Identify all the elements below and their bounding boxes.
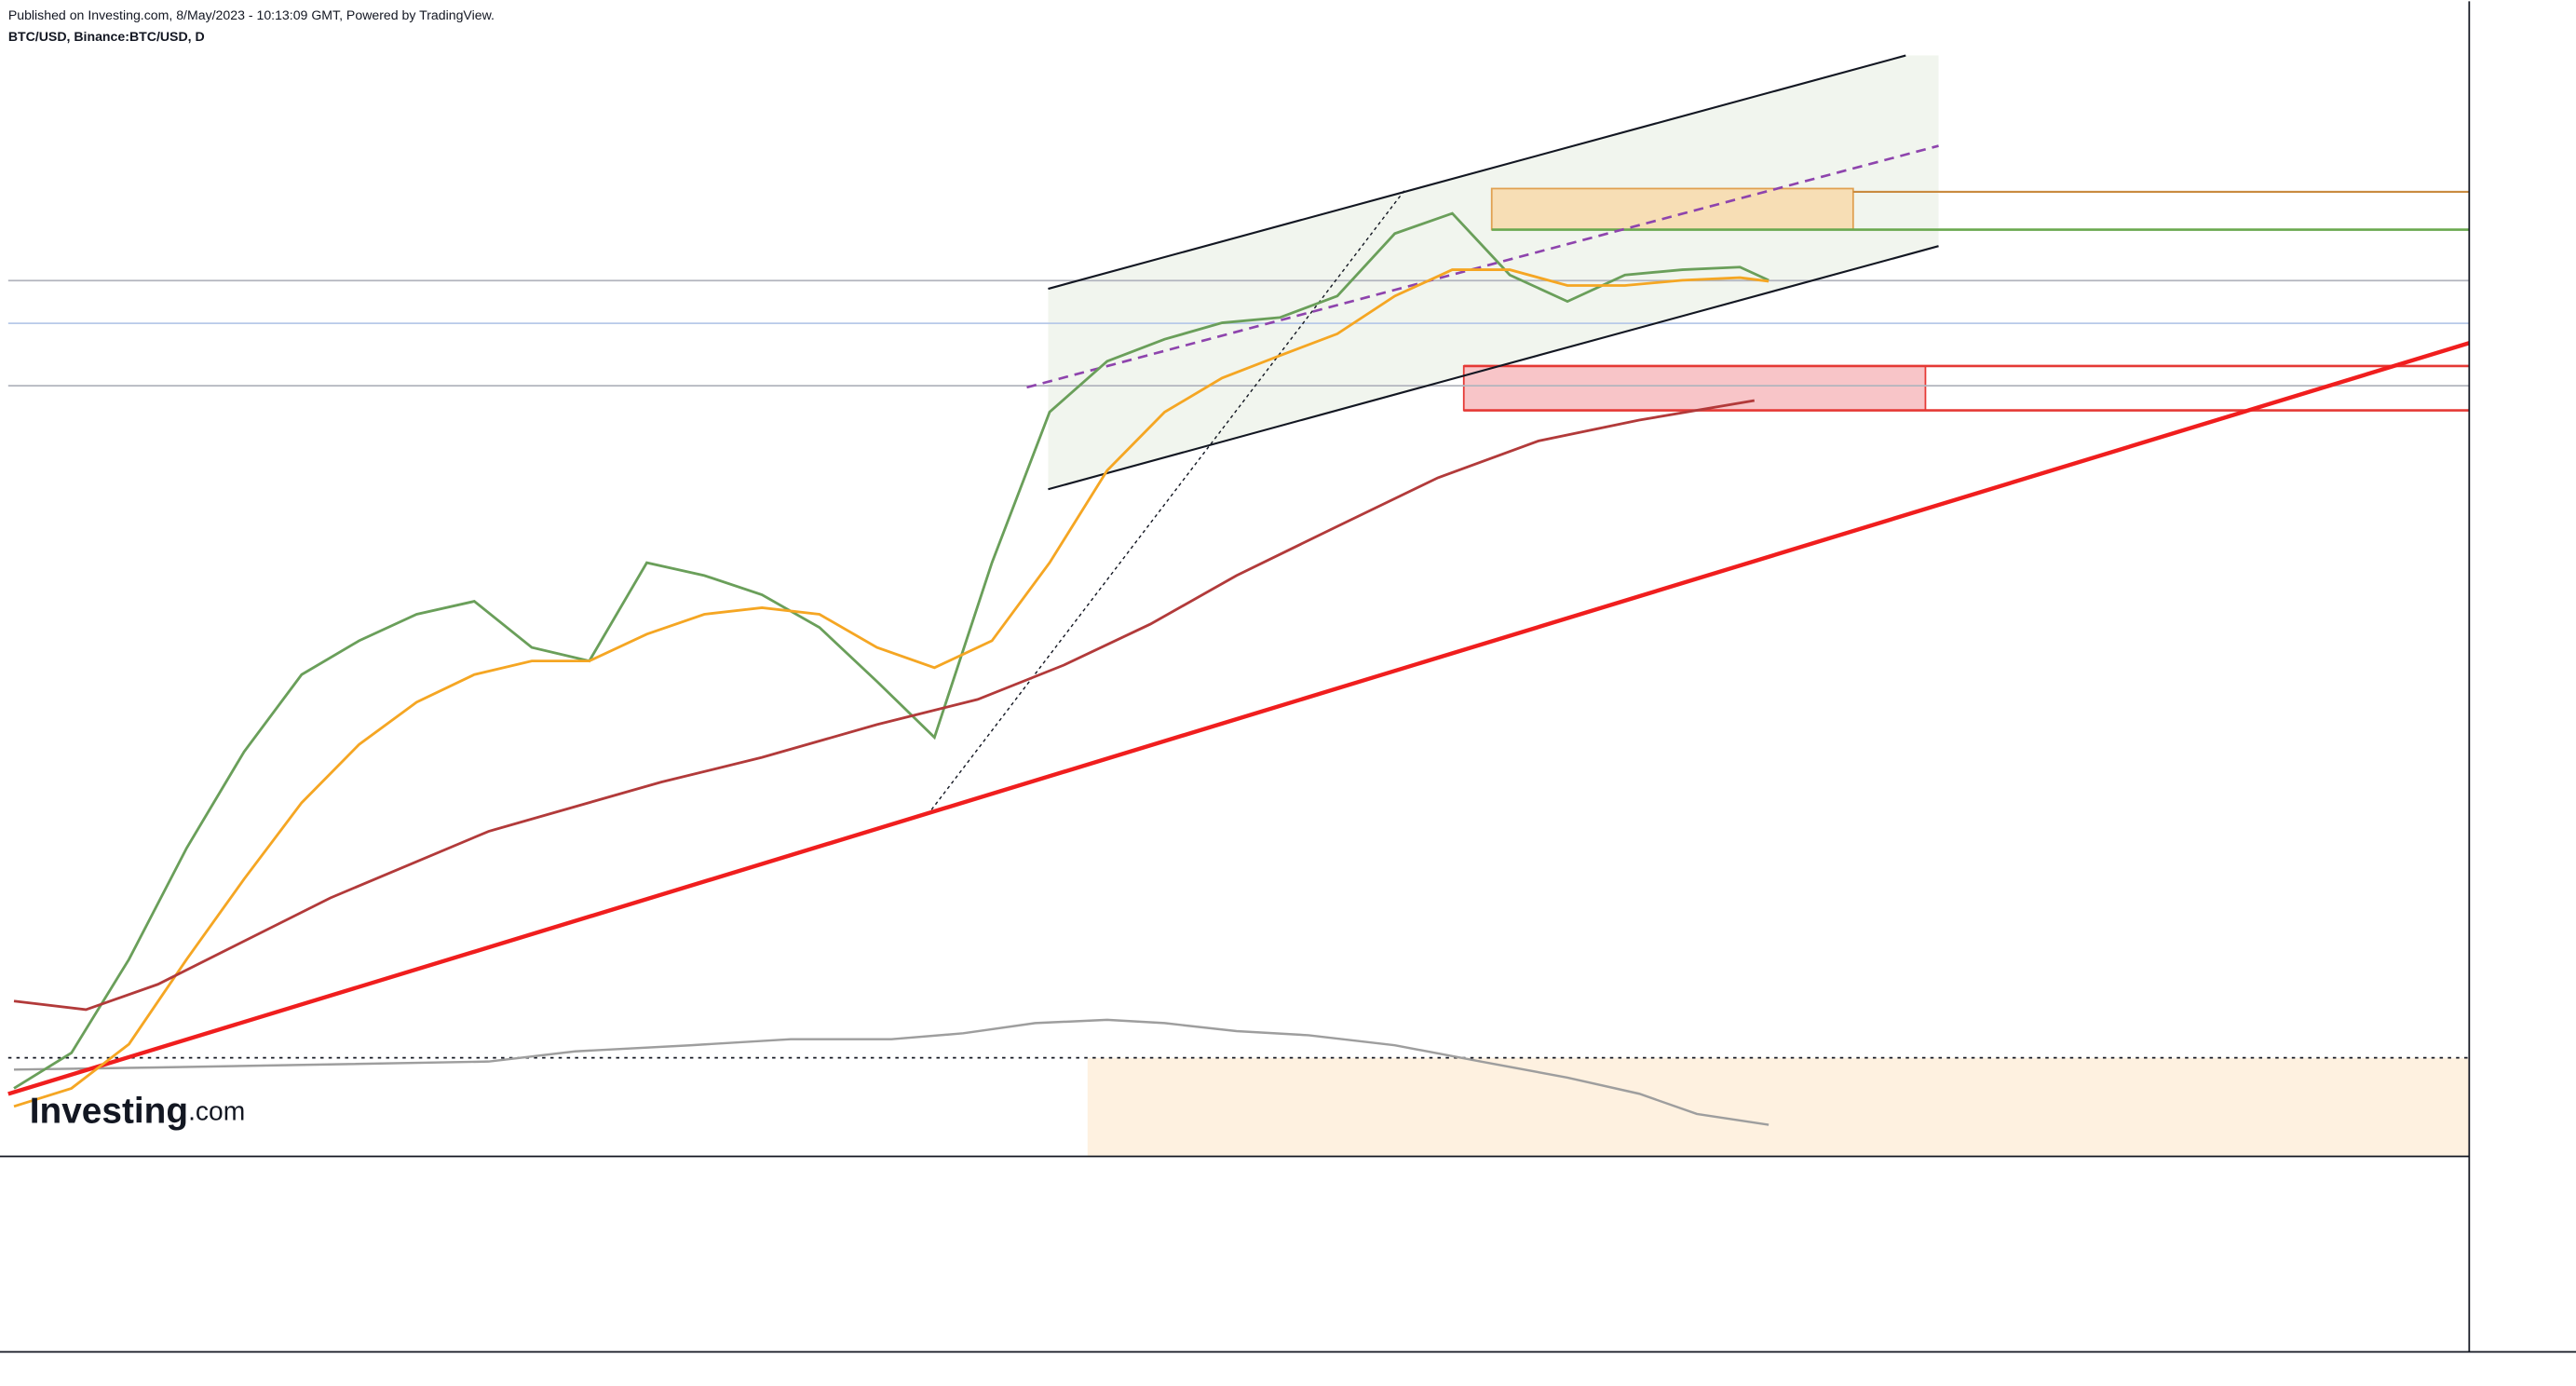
- channel-fill: [1048, 55, 1939, 490]
- volume-zone: [1087, 1057, 2470, 1157]
- logo: Investing.com: [30, 1092, 245, 1132]
- moving-average: [13, 211, 1769, 1090]
- moving-average: [13, 268, 1769, 1108]
- ma-layer: [13, 211, 1769, 1108]
- volume-layer: [13, 1018, 1769, 1126]
- volume-ma: [13, 1018, 1769, 1126]
- channel-upper: [1048, 54, 1906, 291]
- fib-anchor: [930, 189, 1405, 810]
- axis-layer: [0, 1, 2576, 1353]
- channel-lower: [1048, 245, 1939, 491]
- symbol-label: BTC/USD, Binance:BTC/USD, D: [8, 29, 205, 44]
- trend-line: [7, 341, 2470, 1096]
- logo-main: Investing: [30, 1092, 188, 1132]
- channel-mid: [1026, 144, 1939, 389]
- moving-average: [13, 399, 1756, 1012]
- logo-suffix: .com: [188, 1096, 245, 1126]
- published-note: Published on Investing.com, 8/May/2023 -…: [8, 7, 495, 22]
- trend-lines: [7, 54, 2470, 1096]
- support-zone: [1462, 365, 1927, 412]
- resistance-zone: [1490, 187, 1854, 231]
